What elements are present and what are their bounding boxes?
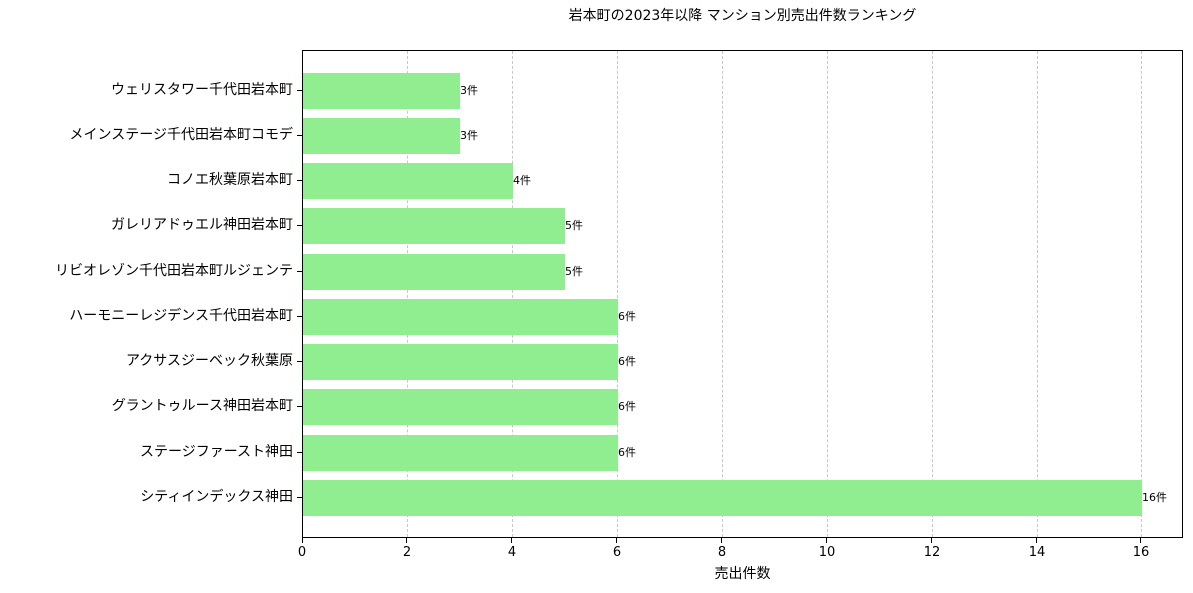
- bar-5: [303, 299, 618, 335]
- y-tick: [297, 180, 302, 181]
- gridline: [932, 51, 933, 537]
- y-tick: [297, 497, 302, 498]
- bar-value-label: 5件: [565, 265, 583, 278]
- y-tick: [297, 406, 302, 407]
- gridline: [722, 51, 723, 537]
- bar-value-label: 6件: [618, 446, 636, 459]
- x-tick-label: 0: [297, 545, 307, 560]
- bar-7: [303, 389, 618, 425]
- y-tick: [297, 452, 302, 453]
- x-tick: [1036, 538, 1037, 543]
- y-tick-label: ステージファースト神田: [139, 444, 293, 460]
- bar-9: [303, 480, 1142, 516]
- bar-value-label: 6件: [618, 355, 636, 368]
- gridline: [512, 51, 513, 537]
- bar-2: [303, 163, 513, 199]
- bar-value-label: 4件: [513, 174, 531, 187]
- chart-title: 岩本町の2023年以降 マンション別売出件数ランキング: [568, 8, 917, 24]
- bar-3: [303, 208, 565, 244]
- y-tick-label: アクサスジーベック秋葉原: [125, 353, 293, 369]
- y-tick: [297, 90, 302, 91]
- y-tick-label: コノエ秋葉原岩本町: [167, 172, 293, 188]
- y-tick-label: ハーモニーレジデンス千代田岩本町: [69, 308, 293, 324]
- y-tick: [297, 225, 302, 226]
- x-tick: [826, 538, 827, 543]
- x-tick-label: 6: [612, 545, 622, 560]
- y-tick: [297, 271, 302, 272]
- x-tick-label: 4: [507, 545, 517, 560]
- bar-value-label: 5件: [565, 219, 583, 232]
- x-tick-label: 16: [1132, 545, 1150, 560]
- x-axis-title: 売出件数: [714, 566, 771, 582]
- bar-value-label: 3件: [460, 84, 478, 97]
- y-tick-label: メインステージ千代田岩本町コモデ: [69, 127, 293, 143]
- x-tick-label: 8: [717, 545, 727, 560]
- bar-6: [303, 344, 618, 380]
- gridline: [1037, 51, 1038, 537]
- bar-value-label: 3件: [460, 129, 478, 142]
- bar-1: [303, 118, 460, 154]
- bar-value-label: 16件: [1142, 491, 1167, 504]
- bar-value-label: 6件: [618, 310, 636, 323]
- y-tick-label: シティインデックス神田: [140, 489, 293, 505]
- y-tick: [297, 361, 302, 362]
- x-tick-label: 2: [402, 545, 412, 560]
- x-tick: [721, 538, 722, 543]
- y-tick-label: ガレリアドゥエル神田岩本町: [111, 217, 293, 233]
- y-tick-label: リビオレゾン千代田岩本町ルジェンテ: [55, 263, 293, 279]
- x-tick: [302, 538, 303, 543]
- x-tick: [616, 538, 617, 543]
- gridline: [407, 51, 408, 537]
- x-tick-label: 10: [818, 545, 836, 560]
- x-tick: [511, 538, 512, 543]
- bar-0: [303, 73, 460, 109]
- x-tick: [931, 538, 932, 543]
- y-tick-label: ウェリスタワー千代田岩本町: [111, 82, 293, 98]
- x-tick: [406, 538, 407, 543]
- plot-area: 3件 3件 4件 5件 5件 6件 6件 6件 6件 16件: [302, 50, 1183, 538]
- gridline: [827, 51, 828, 537]
- bar-8: [303, 435, 618, 471]
- gridline: [1141, 51, 1142, 537]
- gridline: [617, 51, 618, 537]
- x-tick-label: 14: [1028, 545, 1046, 560]
- y-tick-label: グラントゥルース神田岩本町: [111, 398, 293, 414]
- x-tick: [1140, 538, 1141, 543]
- x-tick-label: 12: [923, 545, 941, 560]
- bar-value-label: 6件: [618, 400, 636, 413]
- y-tick: [297, 135, 302, 136]
- bar-4: [303, 254, 565, 290]
- y-tick: [297, 316, 302, 317]
